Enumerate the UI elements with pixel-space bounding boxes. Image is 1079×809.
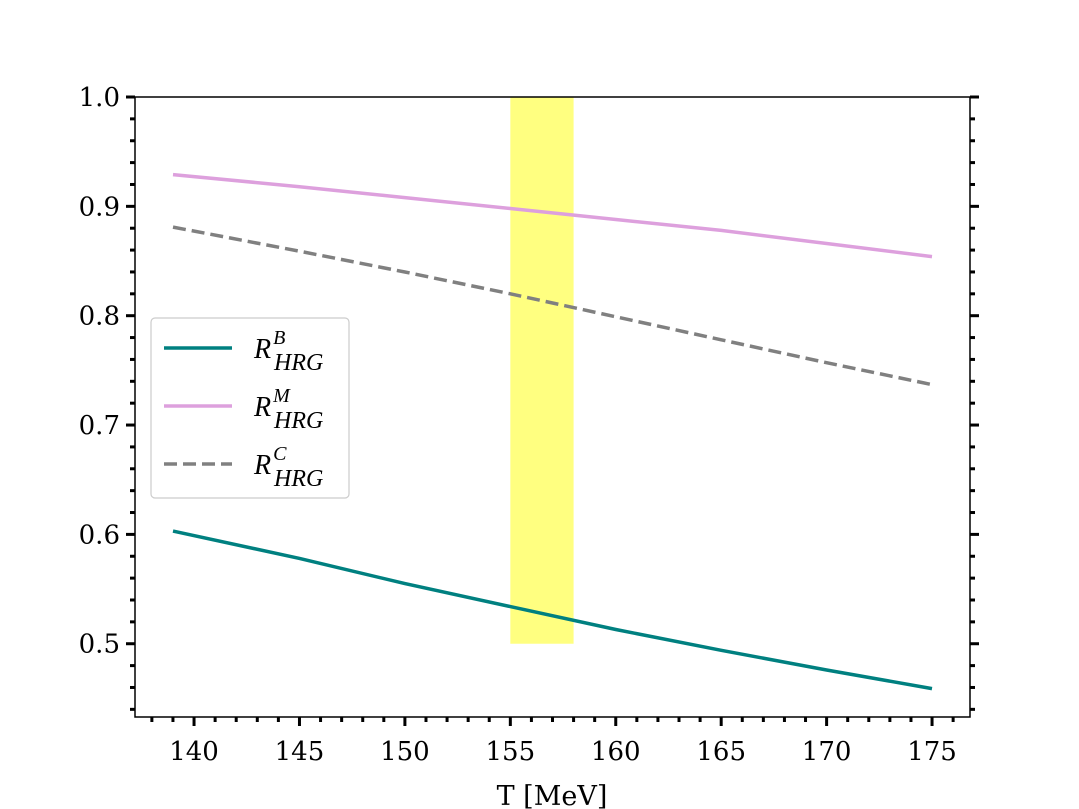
x-tick-label: 170: [802, 737, 852, 767]
series-line-m: [172, 172, 933, 259]
highlight-band: [510, 97, 574, 644]
y-tick-label: 1.0: [79, 83, 120, 113]
legend: R B HRG R M HRG R C HRG: [150, 317, 350, 499]
x-tick-label: 160: [591, 737, 641, 767]
x-tick-label: 175: [907, 737, 957, 767]
y-tick-label: 0.9: [79, 192, 120, 222]
x-tick-label: 165: [696, 737, 746, 767]
y-tick-label: 0.7: [79, 411, 120, 441]
series-line-c: [172, 225, 933, 387]
y-tick-label: 0.6: [79, 520, 120, 550]
x-axis-title: T [MeV]: [497, 781, 608, 809]
y-tick-label: 0.8: [79, 302, 120, 332]
series-line-b: [172, 529, 933, 691]
y-tick-label: 0.5: [79, 630, 120, 660]
series-layer: [172, 172, 933, 691]
legend-label-c: R C HRG: [253, 443, 323, 492]
x-tick-label: 140: [169, 737, 219, 767]
tick-layer: 140 145 150 155 160 165 170 175 0.5 0.6 0.7 0.8 0.9 1…: [79, 83, 979, 767]
x-tick-label: 150: [380, 737, 430, 767]
legend-label-m: R M HRG: [253, 385, 323, 434]
band-layer: [510, 97, 574, 644]
legend-label-b: R B HRG: [253, 327, 323, 376]
legend-box: [150, 317, 350, 499]
x-tick-label: 145: [275, 737, 325, 767]
x-tick-label: 155: [486, 737, 536, 767]
